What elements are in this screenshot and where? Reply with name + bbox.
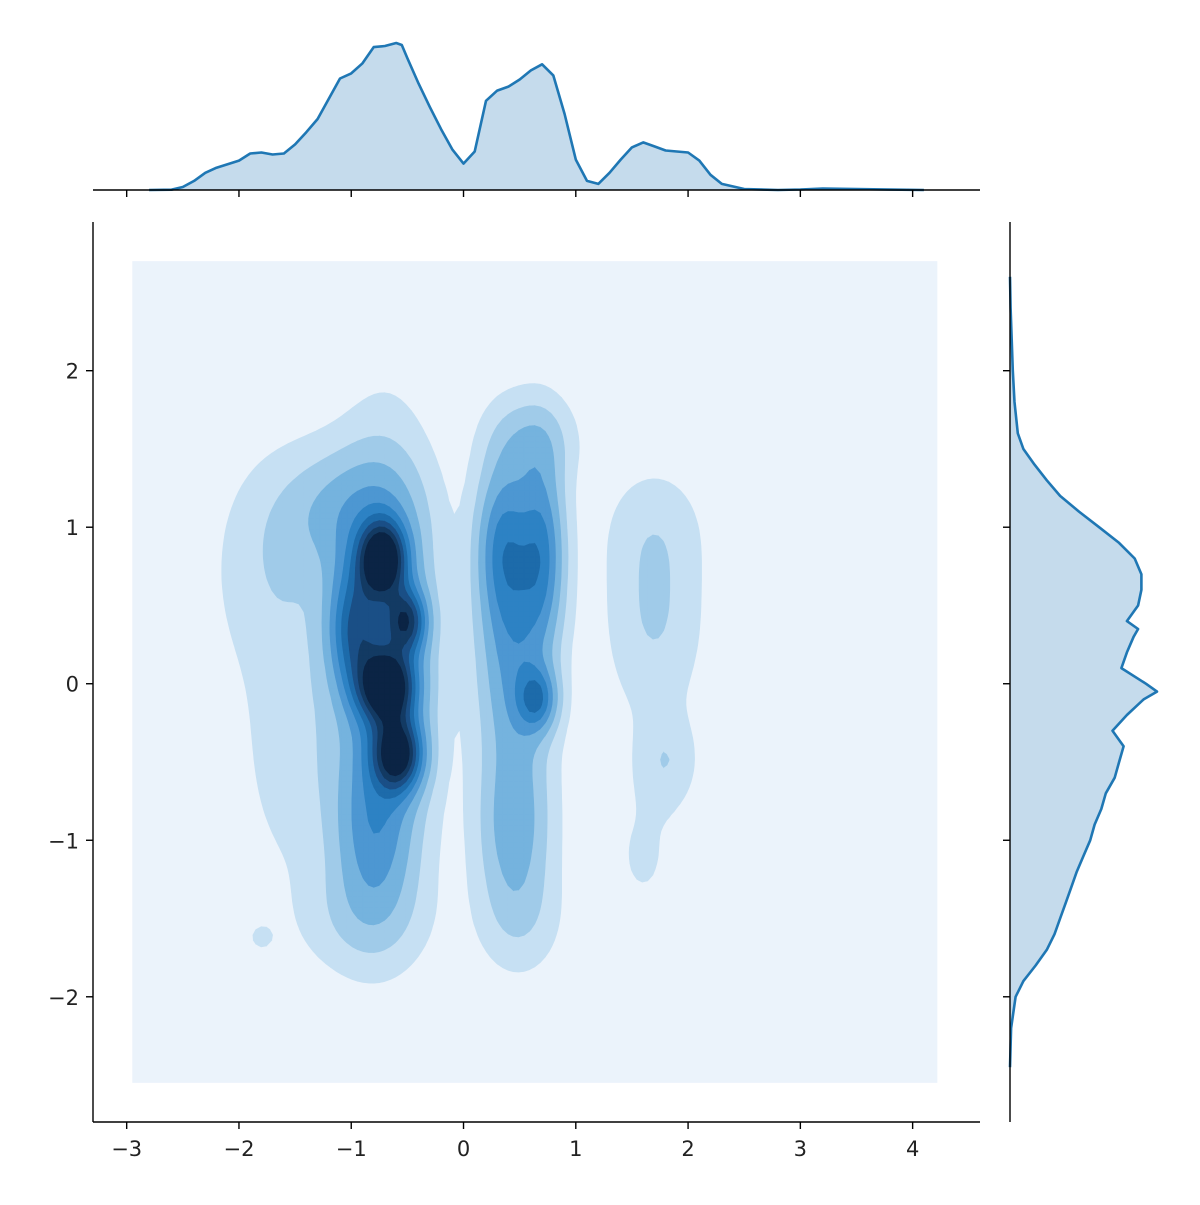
x-tick-label: −1 (336, 1137, 367, 1161)
x-tick-label: 2 (681, 1137, 694, 1161)
y-tick-label: −2 (48, 986, 79, 1010)
kde-contour-level (362, 532, 410, 777)
y-tick-label: 1 (66, 516, 79, 540)
x-tick-label: 1 (569, 1137, 582, 1161)
x-marginal-fill (149, 43, 924, 190)
x-tick-label: 0 (457, 1137, 470, 1161)
y-marginal-line (1008, 276, 1159, 1068)
y-tick-label: −1 (48, 829, 79, 853)
y-tick-label: 0 (66, 673, 79, 697)
y-marginal-fill (1010, 276, 1157, 1068)
x-tick-label: 3 (794, 1137, 807, 1161)
y-tick-label: 2 (66, 360, 79, 384)
x-tick-label: −2 (223, 1137, 254, 1161)
x-tick-label: 4 (906, 1137, 919, 1161)
x-marginal-line (149, 41, 924, 192)
x-tick-label: −3 (111, 1137, 142, 1161)
